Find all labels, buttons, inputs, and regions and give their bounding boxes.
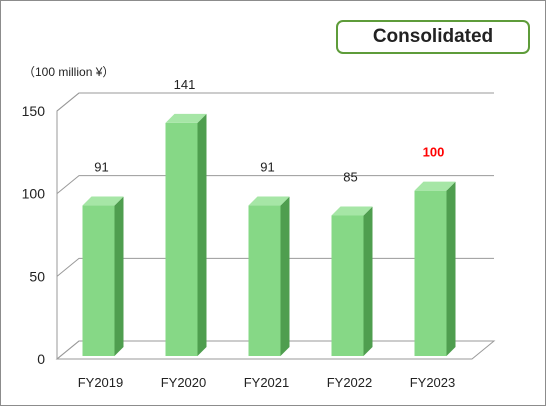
bar-front [82,205,115,356]
bar-side [280,196,290,356]
bar-top [331,206,373,216]
bar-side [446,181,456,356]
bar-top [82,196,124,206]
bar [165,113,207,356]
bar-front [331,215,364,356]
x-tick-label: FY2022 [327,375,373,390]
data-label: 85 [343,169,357,184]
bars-layer [82,113,456,356]
bar-front [165,122,198,356]
y-tick-label: 100 [22,186,46,202]
bar [82,196,124,356]
bar-side [197,113,207,356]
bar-front [248,205,281,356]
bar-side [363,206,373,356]
y-tick-label: 0 [37,351,45,367]
gridline [56,175,494,195]
data-label: 141 [174,77,196,92]
bar-top [414,181,456,191]
data-label: 100 [423,145,445,160]
x-axis-ticks: FY2019 FY2020 FY2021 FY2022 FY2023 [78,375,456,390]
side-wall [56,92,80,359]
x-tick-label: FY2023 [410,375,456,390]
x-tick-label: FY2019 [78,375,124,390]
bar [331,206,373,356]
data-label: 91 [94,160,108,175]
y-tick-label: 150 [22,103,46,119]
unit-label: （100 million ¥） [23,65,114,79]
bar-front [414,190,447,356]
bar-top [248,196,290,206]
x-tick-label: FY2021 [244,375,290,390]
floor [55,340,496,360]
bar-side [114,196,124,356]
data-label: 91 [260,160,274,175]
gridline [56,92,494,112]
consolidated-badge: Consolidated [336,20,530,54]
bar-top [165,113,207,123]
y-axis-ticks: 0 50 100 150 [22,103,46,367]
y-tick-label: 50 [29,268,45,284]
bar [414,181,456,356]
bar [248,196,290,356]
data-labels-layer: 91 141 91 85 100 [94,77,444,185]
x-tick-label: FY2020 [161,375,207,390]
